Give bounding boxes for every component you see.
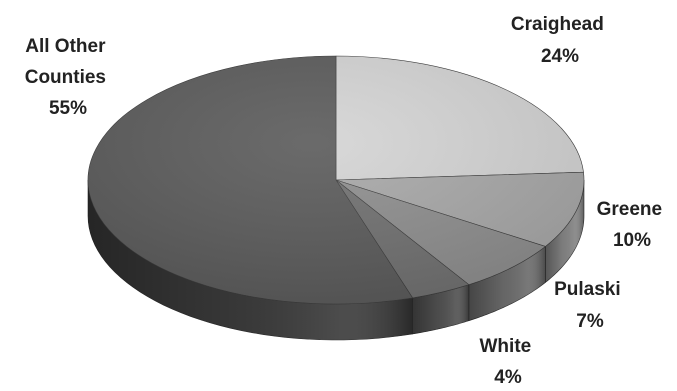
pie-sides [87,179,585,341]
label-craighead: Craighead 24% [511,14,609,67]
pie-side-shade-all-other-counties [88,180,413,340]
pie-side-shade-white [412,284,469,334]
label-all-other-counties: All Other Counties 55% [25,36,112,119]
label-pulaski: Pulaski 7% [554,279,626,332]
pie-side-shade-pulaski [468,246,546,321]
label-greene: Greene 10% [597,199,668,251]
pie-slices [87,55,585,305]
label-white: White 4% [480,336,537,388]
pie-top-shading [88,56,584,304]
pie-side-shade-greene [545,180,584,283]
